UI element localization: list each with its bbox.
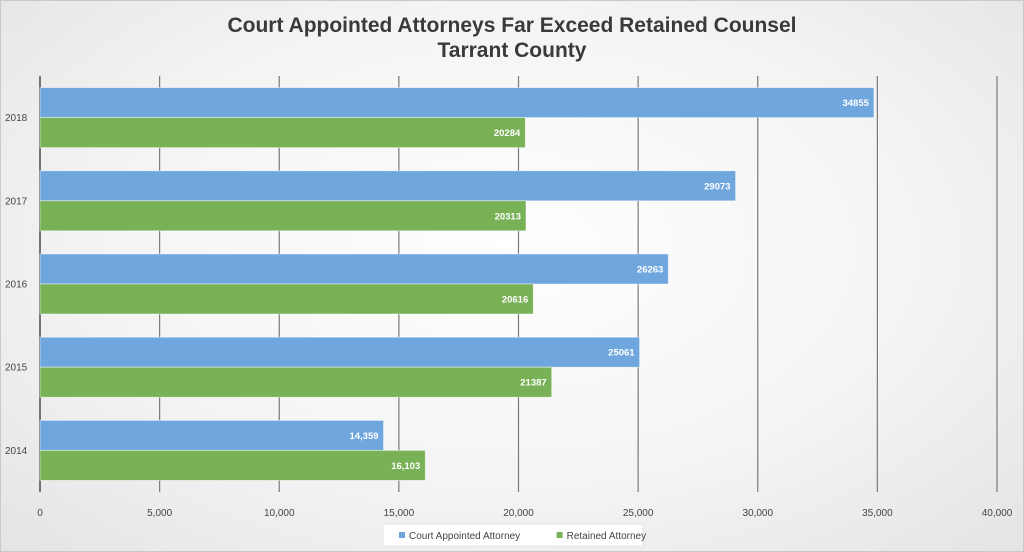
bar xyxy=(39,366,553,398)
y-category-label: 2015 xyxy=(5,363,28,374)
data-label: 25061 xyxy=(608,348,635,359)
legend-swatch xyxy=(556,532,563,538)
chart-subtitle: Tarrant County xyxy=(438,39,587,62)
y-category-label: 2016 xyxy=(5,280,28,291)
legend-box xyxy=(382,523,644,547)
data-label: 20616 xyxy=(502,295,528,306)
chart-title: Court Appointed Attorneys Far Exceed Ret… xyxy=(227,14,796,37)
legend-entry: Court Appointed Attorney xyxy=(409,531,520,542)
x-tick-label: 15,000 xyxy=(384,508,415,519)
y-category-label: 2017 xyxy=(5,196,28,207)
y-axis-categories: 2018 2017 2016 2015 2014 xyxy=(5,113,28,457)
data-label: 34855 xyxy=(842,98,869,109)
data-label: 20284 xyxy=(494,128,521,139)
data-label: 29073 xyxy=(704,181,730,192)
bar xyxy=(39,253,669,285)
bar xyxy=(39,419,384,451)
x-tick-label: 0 xyxy=(37,508,43,519)
x-tick-label: 35,000 xyxy=(862,508,893,519)
x-tick-label: 20,000 xyxy=(503,508,534,519)
x-tick-label: 25,000 xyxy=(623,508,654,519)
x-tick-label: 5,000 xyxy=(147,508,172,519)
bar xyxy=(39,449,426,481)
bar xyxy=(39,200,527,232)
y-category-label: 2018 xyxy=(5,113,28,124)
x-tick-label: 10,000 xyxy=(264,508,295,519)
data-label: 26263 xyxy=(637,265,663,276)
legend: Court Appointed Attorney Retained Attorne… xyxy=(382,523,647,547)
y-category-label: 2014 xyxy=(5,446,28,457)
x-tick-label: 40,000 xyxy=(982,508,1013,519)
data-label: 14,359 xyxy=(349,431,378,442)
legend-entry: Retained Attorney xyxy=(567,531,647,542)
bar xyxy=(39,87,875,118)
bar xyxy=(39,117,526,148)
bar xyxy=(39,283,534,315)
bar xyxy=(39,336,640,368)
x-axis-ticks: 0 5,000 10,000 15,000 20,000 25,000 30,000 35,0… xyxy=(37,508,1013,519)
legend-swatch xyxy=(399,532,405,538)
x-tick-label: 30,000 xyxy=(742,508,773,519)
data-label: 20313 xyxy=(495,211,521,222)
data-label: 21387 xyxy=(520,378,546,389)
bars: 34855 20284 29073 20313 26263 20616 25061 21387… xyxy=(39,87,875,481)
bar xyxy=(39,170,736,202)
data-label: 16,103 xyxy=(391,461,420,472)
